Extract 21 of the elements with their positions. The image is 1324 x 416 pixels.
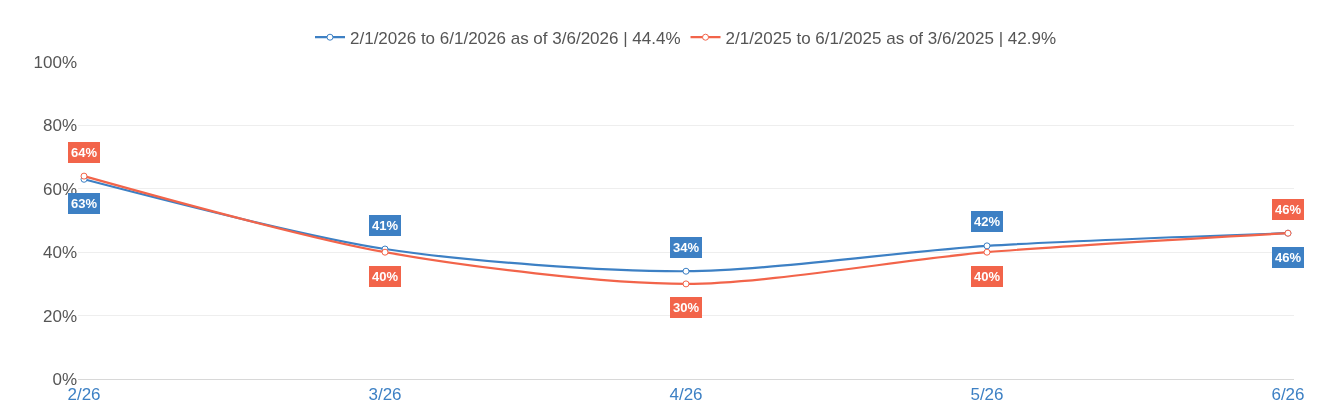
data-label: 34% <box>673 240 700 255</box>
x-tick-label: 4/26 <box>669 385 703 405</box>
legend-label: 2/1/2025 to 6/1/2025 as of 3/6/2025 | 42.9% <box>725 28 1057 48</box>
y-tick-label: 40% <box>42 243 77 263</box>
x-tick-label: 5/26 <box>970 385 1004 405</box>
data-label: 46% <box>1275 202 1302 217</box>
legend-label: 2/1/2026 to 6/1/2026 as of 3/6/2026 | 44.4% <box>350 28 681 48</box>
x-tick-label: 6/26 <box>1271 385 1305 405</box>
data-label: 40% <box>974 269 1001 284</box>
y-tick-label: 80% <box>42 116 77 136</box>
y-tick-label: 20% <box>42 306 77 326</box>
data-label: 30% <box>673 300 700 315</box>
y-tick-label: 60% <box>42 179 77 199</box>
data-label: 40% <box>372 269 399 284</box>
data-label: 63% <box>71 196 98 211</box>
data-label: 64% <box>71 145 98 160</box>
data-label: 46% <box>1275 250 1302 265</box>
data-label: 41% <box>372 218 399 233</box>
y-tick-label: 100% <box>33 52 77 72</box>
data-label: 42% <box>974 214 1001 229</box>
x-tick-label: 3/26 <box>368 385 402 405</box>
